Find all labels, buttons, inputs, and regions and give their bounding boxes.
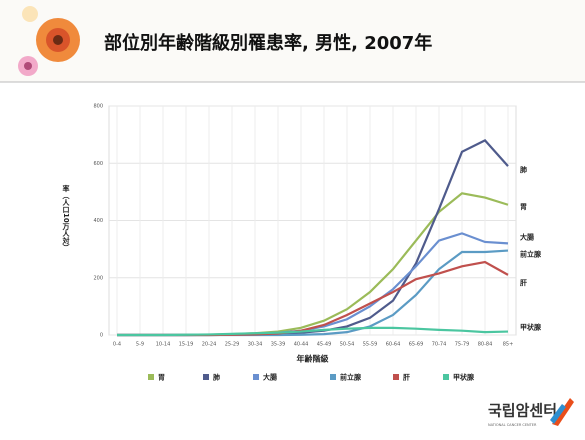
logo-mark [550,404,566,424]
legend-swatch [393,374,399,380]
x-tick-label: 25-29 [225,342,240,348]
x-tick-label: 20-24 [202,342,217,348]
legend-label: 前立腺 [340,373,362,382]
x-tick-label: 30-34 [248,342,263,348]
legend-swatch [253,374,259,380]
x-tick-label: 70-74 [432,342,447,348]
x-tick-label: 0-4 [113,342,121,348]
y-tick-label: 200 [93,275,103,281]
x-tick-label: 35-39 [271,342,286,348]
chart: 0 200 400 600 800 0-4 5-9 10-14 15-19 20-24 25-29 3… [62,104,542,382]
y-tick-label: 800 [93,104,103,110]
x-tick-label: 65-69 [409,342,424,348]
x-tick-label: 15-19 [179,342,194,348]
legend-swatch [330,374,336,380]
legend-swatch [203,374,209,380]
legend-label: 胃 [158,373,165,382]
legend-swatch [443,374,449,380]
y-tick-label: 0 [100,333,103,339]
x-tick-label: 10-14 [156,342,171,348]
flower-decoration [18,6,80,76]
series-end-label: 甲状腺 [520,323,542,332]
slide-title: 部位別年齢階級別罹患率, 男性, 2007年 [104,32,432,54]
x-axis-label: 年齢階級 [297,354,329,364]
x-tick-label: 50-54 [340,342,355,348]
legend-label: 大腸 [263,373,277,382]
y-tick-label: 600 [93,161,103,167]
x-tick-label: 60-64 [386,342,401,348]
legend-swatch [148,374,154,380]
logo: 국립암센터 NATIONAL CANCER CENTER [488,398,574,427]
legend-label: 甲状腺 [453,373,475,382]
legend-label: 肝 [403,373,410,382]
series-end-label: 前立腺 [520,250,542,259]
legend-label: 肺 [213,373,220,382]
x-tick-label: 85+ [503,342,514,348]
logo-subtitle: NATIONAL CANCER CENTER [488,423,537,427]
series-end-label: 肺 [520,165,527,174]
y-axis-label: 率（人口10万人対） [62,184,71,251]
x-tick-label: 80-84 [478,342,493,348]
x-tick-label: 5-9 [136,342,144,348]
series-end-label: 大腸 [520,232,534,241]
series-end-label: 胃 [520,202,527,211]
series-line [117,326,509,337]
x-tick-label: 55-59 [363,342,378,348]
series-end-label: 肝 [520,278,527,287]
y-tick-label: 400 [93,218,103,224]
header-band [0,0,585,82]
x-tick-label: 40-44 [294,342,309,348]
logo-name: 국립암센터 [488,402,557,420]
x-tick-label: 45-49 [317,342,332,348]
x-tick-label: 75-79 [455,342,470,348]
